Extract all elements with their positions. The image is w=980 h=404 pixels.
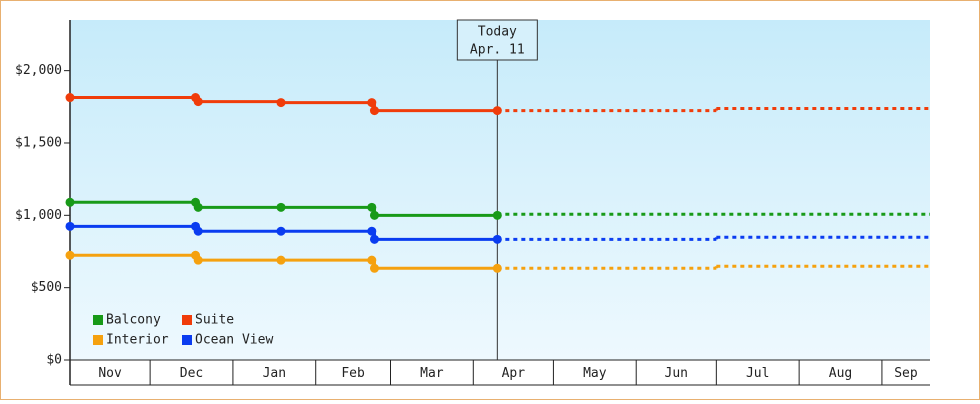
point: [193, 97, 203, 107]
y-tick-label: $0: [46, 353, 62, 368]
point: [193, 255, 203, 265]
x-tick-label: Nov: [98, 366, 122, 381]
point: [369, 234, 379, 244]
point: [492, 210, 502, 220]
point: [276, 226, 286, 236]
legend-swatch: [182, 335, 192, 345]
x-axis-band: [70, 360, 930, 385]
today-label: Today: [478, 25, 517, 40]
point: [65, 93, 75, 103]
point: [492, 106, 502, 116]
y-tick-label: $2,000: [15, 63, 62, 78]
today-label: Apr. 11: [470, 43, 525, 58]
x-tick-label: Jul: [746, 366, 769, 381]
legend-label: Interior: [106, 333, 169, 348]
legend-label: Suite: [195, 313, 234, 328]
x-tick-label: Feb: [341, 366, 365, 381]
point: [369, 210, 379, 220]
point: [193, 226, 203, 236]
y-tick-label: $500: [31, 280, 62, 295]
x-tick-label: Apr: [502, 366, 526, 381]
point: [65, 197, 75, 207]
point: [65, 221, 75, 231]
point: [193, 202, 203, 212]
y-tick-label: $1,000: [15, 208, 62, 223]
point: [367, 226, 377, 236]
legend-label: Ocean View: [195, 333, 273, 348]
legend-swatch: [93, 315, 103, 325]
point: [276, 202, 286, 212]
point: [367, 98, 377, 108]
x-tick-label: Dec: [180, 366, 203, 381]
point: [367, 202, 377, 212]
point: [492, 263, 502, 273]
point: [369, 106, 379, 116]
x-tick-label: Sep: [894, 366, 918, 381]
point: [276, 255, 286, 265]
point: [492, 234, 502, 244]
y-tick-label: $1,500: [15, 135, 62, 150]
x-tick-label: May: [583, 366, 607, 381]
point: [276, 98, 286, 108]
today-box: [456, 19, 538, 61]
point: [65, 250, 75, 260]
x-tick-label: Jun: [665, 366, 688, 381]
plot-area: [70, 20, 930, 360]
legend-label: Balcony: [106, 313, 161, 328]
legend-swatch: [93, 335, 103, 345]
point: [369, 263, 379, 273]
x-tick-label: Aug: [829, 366, 852, 381]
x-tick-label: Jan: [263, 366, 286, 381]
legend-swatch: [182, 315, 192, 325]
point: [367, 255, 377, 265]
x-tick-label: Mar: [420, 366, 444, 381]
